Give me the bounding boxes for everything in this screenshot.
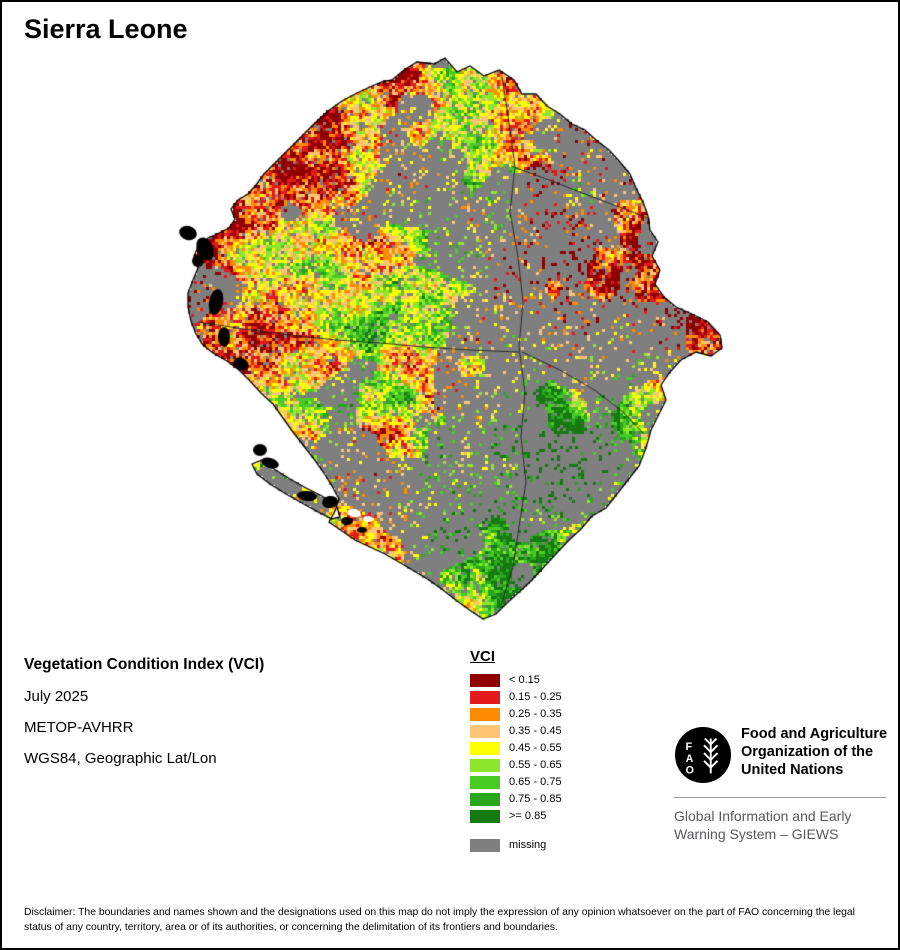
page-title: Sierra Leone	[24, 14, 188, 44]
legend-entries: < 0.15 0.15 - 0.25 0.25 - 0.35 0.35 - 0.45 0…	[470, 672, 562, 824]
legend-entry-missing: missing	[470, 837, 562, 853]
giews-label: Global Information and Early Warning Sys…	[674, 807, 888, 843]
legend-label: 0.65 - 0.75	[509, 776, 562, 788]
fao-logo-icon: F A O	[674, 726, 732, 784]
fao-letter-f: F	[686, 741, 693, 753]
giews-line1: Global Information and Early	[674, 808, 852, 824]
fao-letter-a: A	[686, 753, 694, 765]
legend-label: 0.35 - 0.45	[509, 725, 562, 737]
legend-label: 0.75 - 0.85	[509, 793, 562, 805]
legend-swatch	[470, 690, 500, 704]
legend-swatch	[470, 707, 500, 721]
legend-entry: 0.35 - 0.45	[470, 723, 562, 739]
legend-label: 0.15 - 0.25	[509, 691, 562, 703]
legend-swatch	[470, 758, 500, 772]
wheat-ear-icon	[703, 737, 719, 774]
vci-legend: VCI < 0.15 0.15 - 0.25 0.25 - 0.35 0.35 - 0…	[470, 648, 562, 854]
fao-org-name: Food and Agriculture Organization of the…	[741, 726, 887, 780]
legend-label: 0.55 - 0.65	[509, 759, 562, 771]
legend-entry: 0.65 - 0.75	[470, 774, 562, 790]
org-name-line2: Organization of the	[741, 743, 874, 760]
fao-branding: F A O Food and Agriculture Organization …	[674, 726, 888, 843]
legend-swatch	[470, 724, 500, 738]
legend-swatch	[470, 673, 500, 687]
giews-line2: Warning System – GIEWS	[674, 826, 839, 843]
org-name-line3: United Nations	[741, 761, 844, 778]
fao-logo-block: F A O Food and Agriculture Organization …	[674, 726, 888, 784]
legend-swatch	[470, 809, 500, 823]
legend-entry: 0.25 - 0.35	[470, 706, 562, 722]
legend-label: >= 0.85	[509, 810, 547, 822]
legend-entry: 0.75 - 0.85	[470, 791, 562, 807]
legend-title: VCI	[470, 648, 496, 665]
org-name-line1: Food and Agriculture	[741, 726, 888, 742]
legend-swatch	[470, 775, 500, 789]
legend-missing-swatch	[470, 838, 500, 852]
legend-entry: 0.15 - 0.25	[470, 689, 562, 705]
vci-raster-map	[152, 47, 752, 632]
branding-divider	[674, 797, 886, 798]
fao-letter-o: O	[686, 764, 694, 776]
legend-missing-label: missing	[509, 839, 547, 851]
legend-entry: < 0.15	[470, 672, 562, 688]
metadata-sensor: METOP-AVHRR	[24, 719, 134, 736]
legend-entry: >= 0.85	[470, 808, 562, 824]
metadata-date: July 2025	[24, 688, 89, 705]
legend-swatch	[470, 741, 500, 755]
metadata-projection: WGS84, Geographic Lat/Lon	[24, 750, 217, 767]
legend-label: < 0.15	[509, 674, 540, 686]
disclaimer-text: Disclaimer: The boundaries and names sho…	[24, 907, 855, 934]
legend-entry: 0.45 - 0.55	[470, 740, 562, 756]
legend-label: 0.25 - 0.35	[509, 708, 562, 720]
map-metadata: Vegetation Condition Index (VCI) July 20…	[24, 656, 264, 781]
legend-label: 0.45 - 0.55	[509, 742, 562, 754]
legend-entry: 0.55 - 0.65	[470, 757, 562, 773]
legend-swatch	[470, 792, 500, 806]
metadata-product: Vegetation Condition Index (VCI)	[24, 656, 265, 673]
